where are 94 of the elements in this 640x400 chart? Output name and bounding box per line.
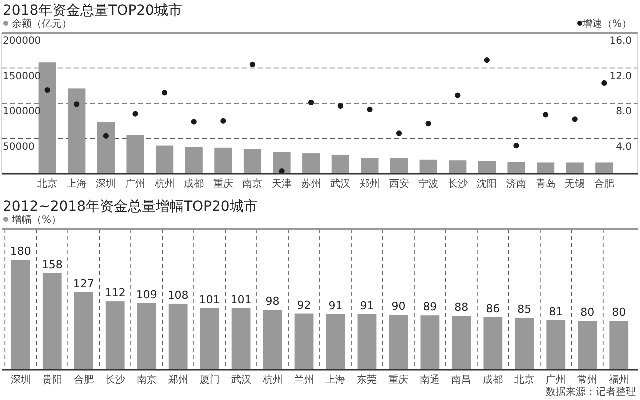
bar bbox=[578, 321, 598, 370]
data-label: 89 bbox=[423, 300, 438, 314]
legend-label: 增幅（%） bbox=[11, 214, 62, 226]
x-tick-label: 北京 bbox=[514, 374, 535, 386]
x-tick-label: 深圳 bbox=[10, 374, 31, 386]
chart-title: 2012~2018年资金总量增幅TOP20城市 bbox=[3, 199, 258, 215]
x-tick-label: 成都 bbox=[184, 178, 204, 190]
x-tick-label: 苏州 bbox=[301, 178, 322, 190]
x-tick-label: 广州 bbox=[546, 374, 566, 386]
data-label: 109 bbox=[136, 288, 158, 302]
data-label: 180 bbox=[10, 245, 32, 258]
data-label: 91 bbox=[328, 299, 343, 312]
bar bbox=[515, 318, 534, 370]
data-label: 80 bbox=[580, 306, 595, 320]
x-tick-label: 长沙 bbox=[105, 374, 126, 386]
bar bbox=[294, 314, 314, 370]
chart-title: 2018年资金总量TOP20城市 bbox=[3, 3, 182, 19]
data-label: 91 bbox=[360, 299, 374, 312]
y-tick-label: 100000 bbox=[3, 106, 42, 118]
x-tick-label: 郑州 bbox=[360, 178, 380, 190]
x-tick-label: 常州 bbox=[578, 374, 598, 386]
data-label: 90 bbox=[392, 300, 406, 314]
data-label: 112 bbox=[104, 286, 126, 300]
y2-tick-label: 12.0 bbox=[610, 71, 632, 82]
bar bbox=[106, 302, 125, 370]
x-tick-label: 上海 bbox=[66, 178, 87, 190]
x-tick-label: 广州 bbox=[126, 178, 146, 190]
legend-label: 余额（亿元） bbox=[12, 18, 72, 30]
bar bbox=[200, 308, 220, 370]
x-tick-label: 合肥 bbox=[594, 178, 614, 190]
x-tick-label: 武汉 bbox=[231, 374, 252, 386]
bar bbox=[546, 320, 566, 370]
bar bbox=[358, 314, 377, 370]
x-tick-label: 郑州 bbox=[168, 374, 188, 386]
x-tick-label: 青岛 bbox=[536, 178, 556, 190]
x-tick-label: 西安 bbox=[389, 178, 410, 190]
data-label: 158 bbox=[42, 258, 63, 272]
x-tick-label: 南通 bbox=[420, 374, 440, 386]
data-label: 86 bbox=[486, 302, 500, 316]
bar bbox=[74, 292, 94, 370]
bar bbox=[168, 304, 188, 370]
bar bbox=[389, 315, 408, 370]
x-tick-label: 无锡 bbox=[565, 179, 586, 190]
y-tick-label: 200000 bbox=[3, 36, 42, 47]
x-tick-label: 武汉 bbox=[330, 178, 351, 190]
x-tick-label: 南京 bbox=[242, 178, 263, 190]
x-tick-label: 南昌 bbox=[452, 374, 472, 386]
x-tick-label: 深圳 bbox=[96, 178, 116, 190]
bar bbox=[11, 260, 30, 370]
y-tick-label: 150000 bbox=[3, 71, 42, 82]
y2-tick-label: 16.0 bbox=[610, 36, 632, 47]
data-label: 98 bbox=[266, 295, 280, 308]
y-tick-label: 50000 bbox=[3, 142, 35, 153]
bar bbox=[42, 273, 62, 370]
bar bbox=[610, 321, 629, 370]
x-tick-label: 重庆 bbox=[213, 178, 234, 190]
source-note: 数据来源：记者整理 bbox=[546, 386, 636, 398]
data-label: 108 bbox=[168, 289, 189, 302]
x-tick-label: 兰州 bbox=[294, 374, 314, 386]
data-label: 127 bbox=[73, 277, 94, 290]
bar bbox=[484, 317, 503, 370]
bar bbox=[420, 316, 440, 370]
x-tick-label: 东莞 bbox=[357, 374, 378, 386]
data-label: 101 bbox=[199, 293, 220, 306]
x-tick-label: 合肥 bbox=[74, 374, 94, 386]
x-tick-label: 上海 bbox=[326, 374, 346, 386]
x-tick-label: 天津 bbox=[272, 178, 292, 190]
data-label: 80 bbox=[612, 306, 626, 320]
data-label: 88 bbox=[454, 301, 469, 314]
x-tick-label: 贵阳 bbox=[42, 374, 62, 386]
data-label: 85 bbox=[518, 303, 532, 316]
x-tick-label: 长沙 bbox=[448, 178, 468, 190]
bar bbox=[263, 310, 282, 370]
x-tick-label: 沈阳 bbox=[477, 178, 498, 190]
x-tick-label: 北京 bbox=[38, 178, 58, 190]
data-label: 92 bbox=[297, 298, 312, 312]
x-tick-label: 杭州 bbox=[154, 178, 175, 190]
bar bbox=[137, 303, 156, 370]
y2-tick-label: 8.0 bbox=[616, 106, 632, 118]
data-label: 101 bbox=[230, 293, 252, 306]
legend-label: 增速（%） bbox=[581, 18, 632, 30]
bar bbox=[452, 316, 472, 370]
x-tick-label: 成都 bbox=[483, 374, 504, 386]
x-tick-label: 宁波 bbox=[418, 178, 439, 190]
x-tick-label: 重庆 bbox=[388, 374, 409, 386]
x-tick-label: 济南 bbox=[506, 178, 526, 190]
y2-tick-label: 4.0 bbox=[616, 142, 632, 153]
x-tick-label: 厦门 bbox=[200, 374, 220, 386]
bar bbox=[326, 314, 346, 370]
x-tick-label: 福州 bbox=[609, 374, 630, 386]
data-label: 81 bbox=[549, 306, 564, 319]
x-tick-label: 杭州 bbox=[262, 374, 283, 386]
x-tick-label: 南京 bbox=[136, 374, 157, 386]
bar bbox=[232, 308, 251, 370]
